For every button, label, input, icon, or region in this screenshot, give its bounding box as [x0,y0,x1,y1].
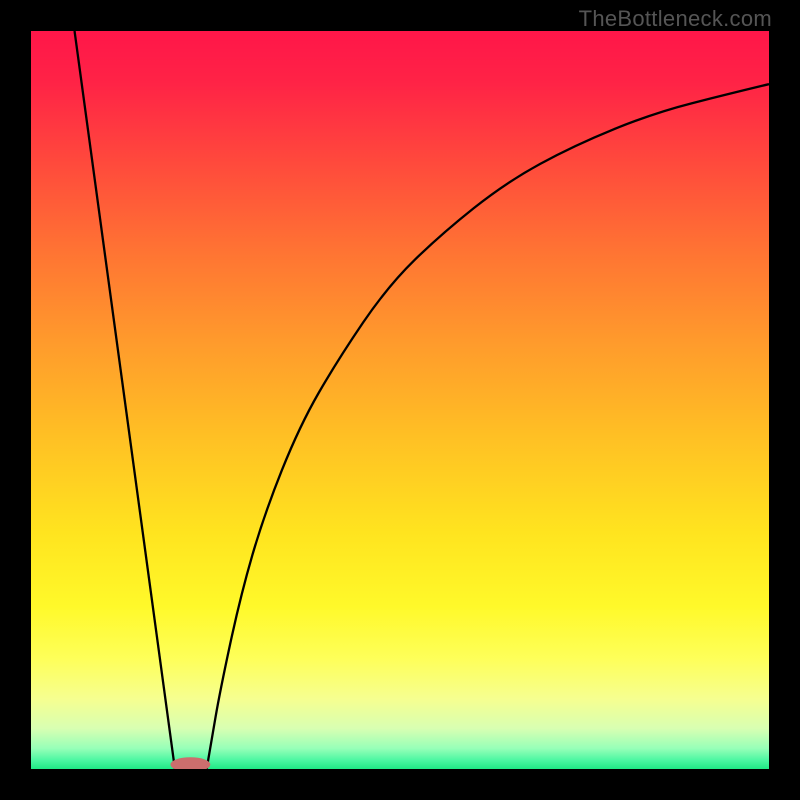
frame: TheBottleneck.com [0,0,800,800]
plot-area [31,31,769,769]
watermark-text: TheBottleneck.com [579,6,772,32]
gradient-background [31,31,769,769]
